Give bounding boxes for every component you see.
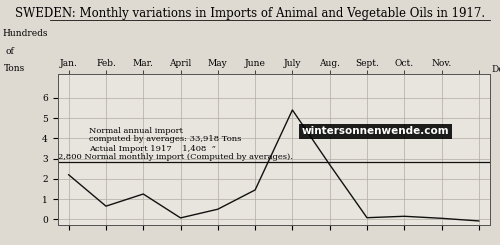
Text: SWEDEN: Monthly variations in Imports of Animal and Vegetable Oils in 1917.: SWEDEN: Monthly variations in Imports of… <box>15 7 485 20</box>
Text: Dec.: Dec. <box>491 65 500 74</box>
Text: 2,800 Normal monthly import (Computed by averages).: 2,800 Normal monthly import (Computed by… <box>58 153 293 161</box>
Text: of: of <box>6 47 15 56</box>
Text: Hundreds: Hundreds <box>2 29 48 38</box>
Text: Normal annual import: Normal annual import <box>89 127 183 135</box>
Text: Tons: Tons <box>4 64 25 73</box>
Text: computed by averages: 33,918 Tons: computed by averages: 33,918 Tons <box>89 135 242 143</box>
Text: Actual Import 1917    1,408  ”: Actual Import 1917 1,408 ” <box>89 145 216 153</box>
Text: wintersonnenwende.com: wintersonnenwende.com <box>302 126 449 136</box>
